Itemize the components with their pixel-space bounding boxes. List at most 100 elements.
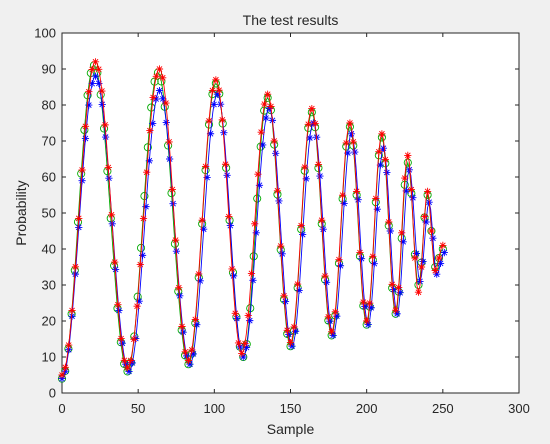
series-2-marker [277, 242, 285, 250]
series-3-marker [239, 353, 247, 361]
series-2-marker [424, 187, 432, 195]
series-2-marker [191, 315, 199, 324]
series-2-marker [155, 65, 164, 73]
series-3-marker [440, 249, 448, 257]
series-3-marker [95, 79, 103, 88]
series-3-marker [68, 312, 76, 320]
series-3-marker [128, 359, 137, 367]
series-3-marker [329, 331, 337, 339]
series-1-marker [143, 143, 152, 152]
series-3-marker [422, 218, 430, 226]
series-2-marker [435, 254, 443, 262]
series-2-marker [404, 151, 412, 159]
series-3-marker [193, 321, 201, 329]
series-3-marker [132, 334, 140, 343]
series-3-marker [203, 173, 211, 182]
series-2-marker [120, 356, 128, 364]
series-2-marker [146, 126, 154, 135]
series-2-marker [212, 76, 220, 84]
series-2-marker [114, 301, 122, 309]
series-3-marker [213, 90, 221, 98]
y-tick-label: 60 [42, 170, 56, 185]
series-2-marker [58, 371, 66, 379]
series-2-marker [385, 218, 393, 226]
series-2-marker [294, 280, 302, 288]
series-2-marker [392, 306, 400, 314]
series-3-marker [81, 134, 90, 143]
series-3-marker [262, 114, 270, 122]
series-2-marker [188, 346, 196, 354]
series-3-marker [206, 130, 215, 138]
series-2-marker [401, 174, 409, 182]
series-3-marker [272, 149, 280, 157]
y-tick-label: 40 [42, 242, 56, 257]
y-tick-label: 80 [42, 98, 56, 113]
series-2-marker [431, 267, 439, 275]
series-3-marker [210, 100, 218, 109]
series-2-marker [221, 160, 230, 168]
series-3-marker [162, 119, 170, 127]
series-3-marker [138, 251, 147, 259]
series-2-marker [238, 349, 246, 357]
series-3-marker [91, 72, 100, 80]
series-2-marker [61, 363, 69, 371]
series-3-marker [383, 168, 391, 177]
series-2-marker [111, 258, 119, 266]
series-2-marker [205, 117, 213, 125]
series-3-marker [396, 289, 404, 297]
series-1-marker [253, 194, 262, 203]
series-2-marker [439, 241, 447, 249]
series-2-marker [407, 186, 415, 194]
series-2-marker [395, 283, 403, 292]
series-3-marker [412, 249, 421, 258]
series-3-marker [306, 134, 314, 142]
series-2-marker [286, 339, 295, 347]
series-2-marker [143, 168, 151, 176]
series-2-marker [162, 99, 170, 107]
series-2-marker [375, 148, 383, 156]
series-2-marker [136, 260, 144, 269]
series-2-marker [71, 263, 80, 271]
series-2-marker [297, 222, 305, 230]
series-3-marker [223, 171, 231, 179]
series-3-marker [309, 119, 317, 127]
series-2-marker [78, 166, 86, 174]
series-2-marker [127, 356, 135, 365]
series-2-marker [101, 121, 109, 129]
series-3-marker [152, 95, 160, 103]
series-3-marker [379, 144, 388, 152]
series-2-marker [152, 72, 160, 80]
series-2-marker [301, 163, 309, 171]
series-2-marker [311, 119, 319, 128]
series-2-marker [318, 216, 326, 224]
x-tick-label: 200 [356, 401, 378, 416]
series-3-marker [409, 194, 417, 202]
series-3-marker [354, 196, 362, 204]
series-2-marker [414, 288, 423, 296]
series-2-marker [149, 93, 157, 102]
series-2-marker [231, 309, 239, 317]
series-2-marker [98, 87, 106, 95]
y-tick-label: 30 [42, 278, 56, 293]
series-2-marker [175, 284, 183, 292]
y-tick-label: 20 [42, 314, 56, 329]
y-tick-label: 10 [42, 350, 56, 365]
series-2-marker [171, 236, 180, 244]
series-2-marker [88, 65, 96, 74]
series-2-marker [81, 122, 90, 130]
series-2-marker [68, 306, 76, 315]
series-3-marker [155, 87, 164, 95]
series-3-marker [115, 306, 123, 315]
series-2-marker [178, 322, 186, 331]
series-2-marker [356, 248, 364, 257]
series-3-marker [322, 278, 331, 286]
series-3-marker [145, 157, 153, 165]
series-2-line [61, 61, 444, 376]
series-2-marker [290, 323, 298, 331]
series-3-marker [233, 314, 241, 323]
series-3-marker [399, 238, 407, 246]
series-2-marker [264, 90, 272, 98]
series-2-marker [283, 326, 291, 334]
series-3-marker [159, 95, 167, 103]
